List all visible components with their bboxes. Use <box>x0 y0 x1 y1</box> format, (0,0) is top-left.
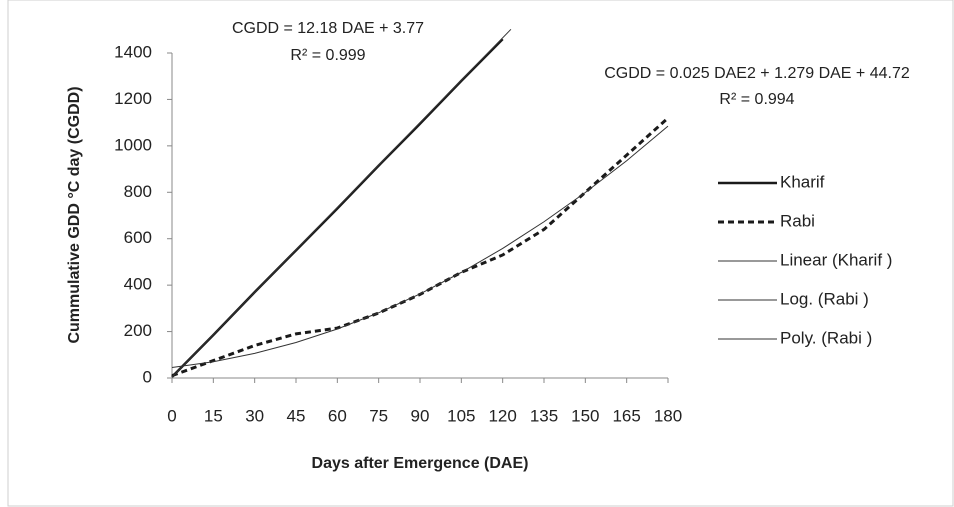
y-tick-label: 0 <box>143 367 152 386</box>
legend-label: Log. (Rabi ) <box>780 289 869 308</box>
x-tick-label: 90 <box>411 406 430 425</box>
legend-label: Kharif <box>780 172 825 191</box>
legend-label: Poly. (Rabi ) <box>780 328 872 347</box>
y-tick-label: 1200 <box>114 89 152 108</box>
y-tick-label: 1400 <box>114 42 152 61</box>
annotation: R² = 0.994 <box>719 91 794 108</box>
x-tick-label: 15 <box>204 406 223 425</box>
y-tick-label: 1000 <box>114 135 152 154</box>
y-tick-label: 200 <box>124 321 152 340</box>
y-tick-label: 600 <box>124 228 152 247</box>
y-axis-title: Cummulative GDD °C day (CGDD) <box>66 86 83 343</box>
x-tick-label: 30 <box>245 406 264 425</box>
x-tick-label: 165 <box>612 406 640 425</box>
x-tick-label: 45 <box>287 406 306 425</box>
annotation: CGDD = 12.18 DAE + 3.77 <box>232 20 424 37</box>
x-tick-label: 135 <box>530 406 558 425</box>
x-tick-label: 60 <box>328 406 347 425</box>
series-line <box>171 125 669 369</box>
legend-label: Rabi <box>780 211 815 230</box>
x-tick-label: 150 <box>571 406 599 425</box>
x-tick-label: 0 <box>167 406 176 425</box>
x-tick-label: 180 <box>654 406 682 425</box>
annotation: CGDD = 0.025 DAE2 + 1.279 DAE + 44.72 <box>604 65 910 82</box>
x-tick-label: 105 <box>447 406 475 425</box>
x-tick-label: 120 <box>488 406 516 425</box>
frame <box>7 0 954 507</box>
y-tick-label: 800 <box>124 182 152 201</box>
x-tick-label: 75 <box>369 406 388 425</box>
y-tick-label: 400 <box>124 275 152 294</box>
series-line <box>171 116 670 378</box>
annotation: R² = 0.999 <box>290 47 365 64</box>
legend-label: Linear (Kharif ) <box>780 250 892 269</box>
x-axis-title: Days after Emergence (DAE) <box>312 455 529 472</box>
series-line <box>171 28 512 378</box>
